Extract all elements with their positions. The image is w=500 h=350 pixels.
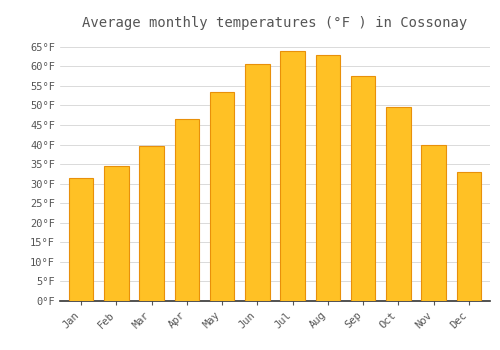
Bar [140,147,164,301]
Bar [386,107,410,301]
Bar [69,178,94,301]
Bar [351,76,376,301]
Bar [245,64,270,301]
Bar [422,145,446,301]
Bar [174,119,199,301]
Bar [280,51,305,301]
Bar [456,172,481,301]
Bar [104,166,128,301]
Bar [210,92,234,301]
Bar [316,55,340,301]
Title: Average monthly temperatures (°F ) in Cossonay: Average monthly temperatures (°F ) in Co… [82,16,468,30]
